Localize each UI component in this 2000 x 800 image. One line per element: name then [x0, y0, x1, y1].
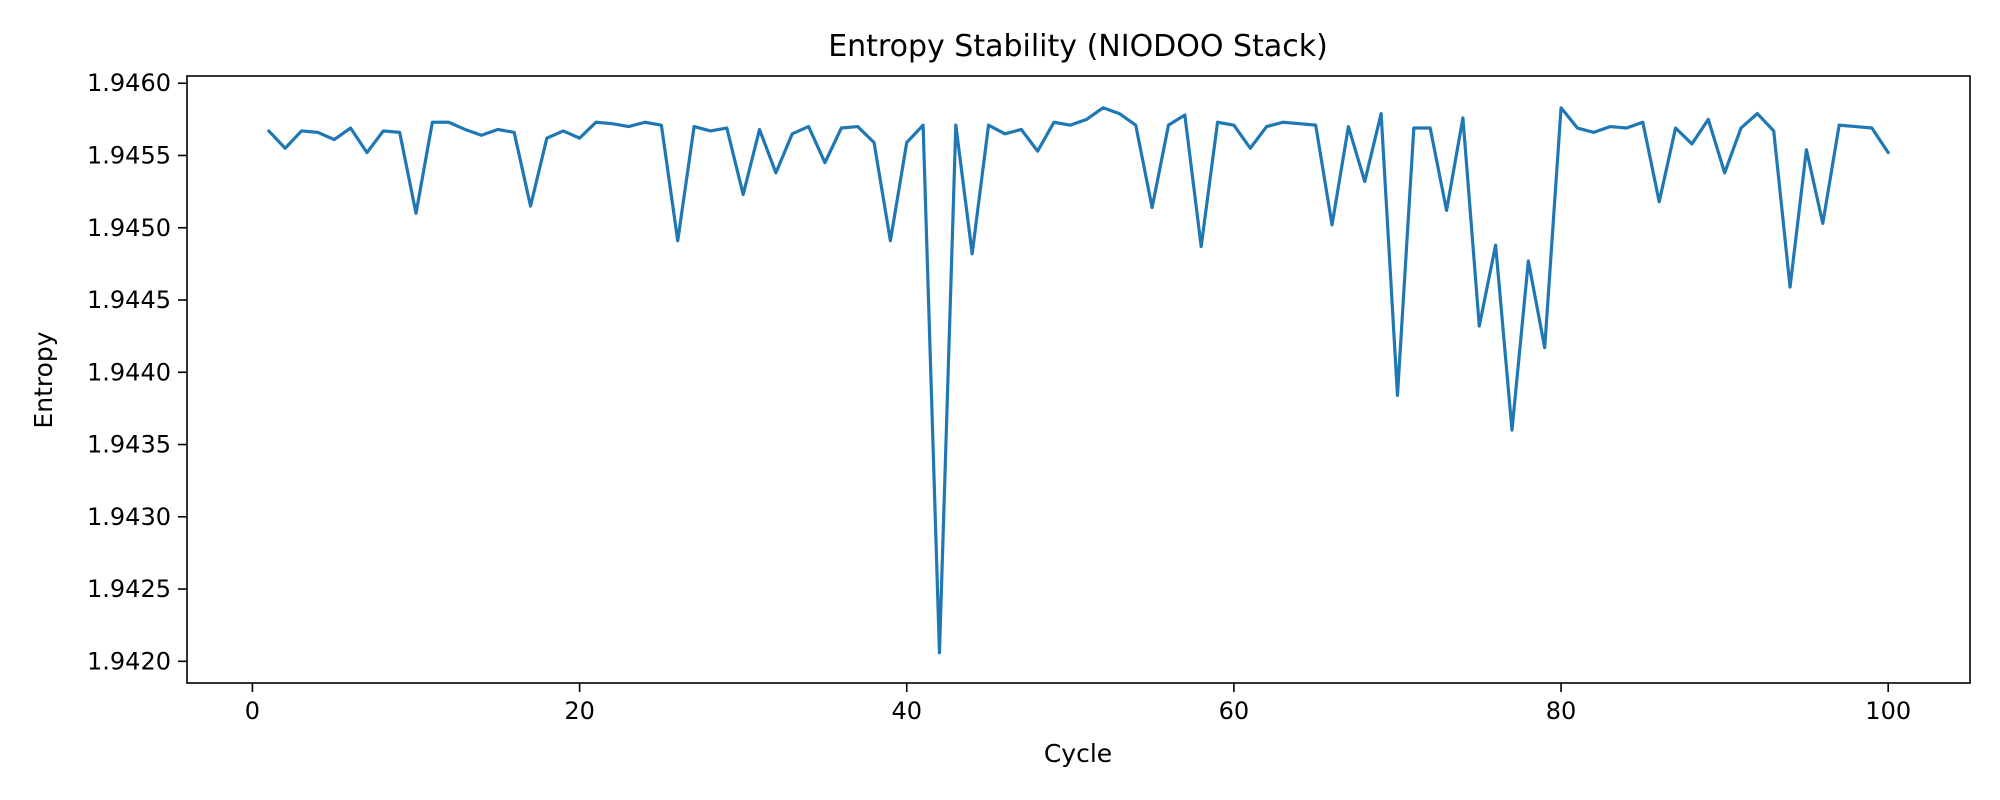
plot-area	[186, 75, 1971, 684]
x-tick-label: 60	[1219, 697, 1250, 725]
plot-frame	[186, 75, 1971, 684]
series-line	[267, 106, 1890, 655]
y-tick-label: 1.9450	[87, 214, 171, 242]
y-tick-label: 1.9430	[87, 503, 171, 531]
chart-title: Entropy Stability (NIODOO Stack)	[828, 29, 1328, 64]
x-tick-label: 20	[564, 697, 595, 725]
x-axis: 0 20 40 60 80 100	[245, 683, 1911, 725]
y-axis-label: Entropy	[29, 331, 58, 428]
x-tick-label: 100	[1865, 697, 1911, 725]
x-tick-label: 80	[1546, 697, 1577, 725]
y-tick-label: 1.9440	[87, 358, 171, 386]
x-axis-label: Cycle	[1044, 739, 1112, 768]
y-tick-label: 1.9435	[87, 431, 171, 459]
y-axis: 1.9420 1.9425 1.9430 1.9435 1.9440 1.9445 1.94…	[87, 69, 187, 675]
x-tick-label: 40	[891, 697, 922, 725]
y-tick-label: 1.9445	[87, 286, 171, 314]
x-tick-label: 0	[245, 697, 260, 725]
y-tick-label: 1.9420	[87, 647, 171, 675]
y-tick-label: 1.9460	[87, 69, 171, 97]
y-tick-label: 1.9425	[87, 575, 171, 603]
y-tick-label: 1.9455	[87, 141, 171, 169]
